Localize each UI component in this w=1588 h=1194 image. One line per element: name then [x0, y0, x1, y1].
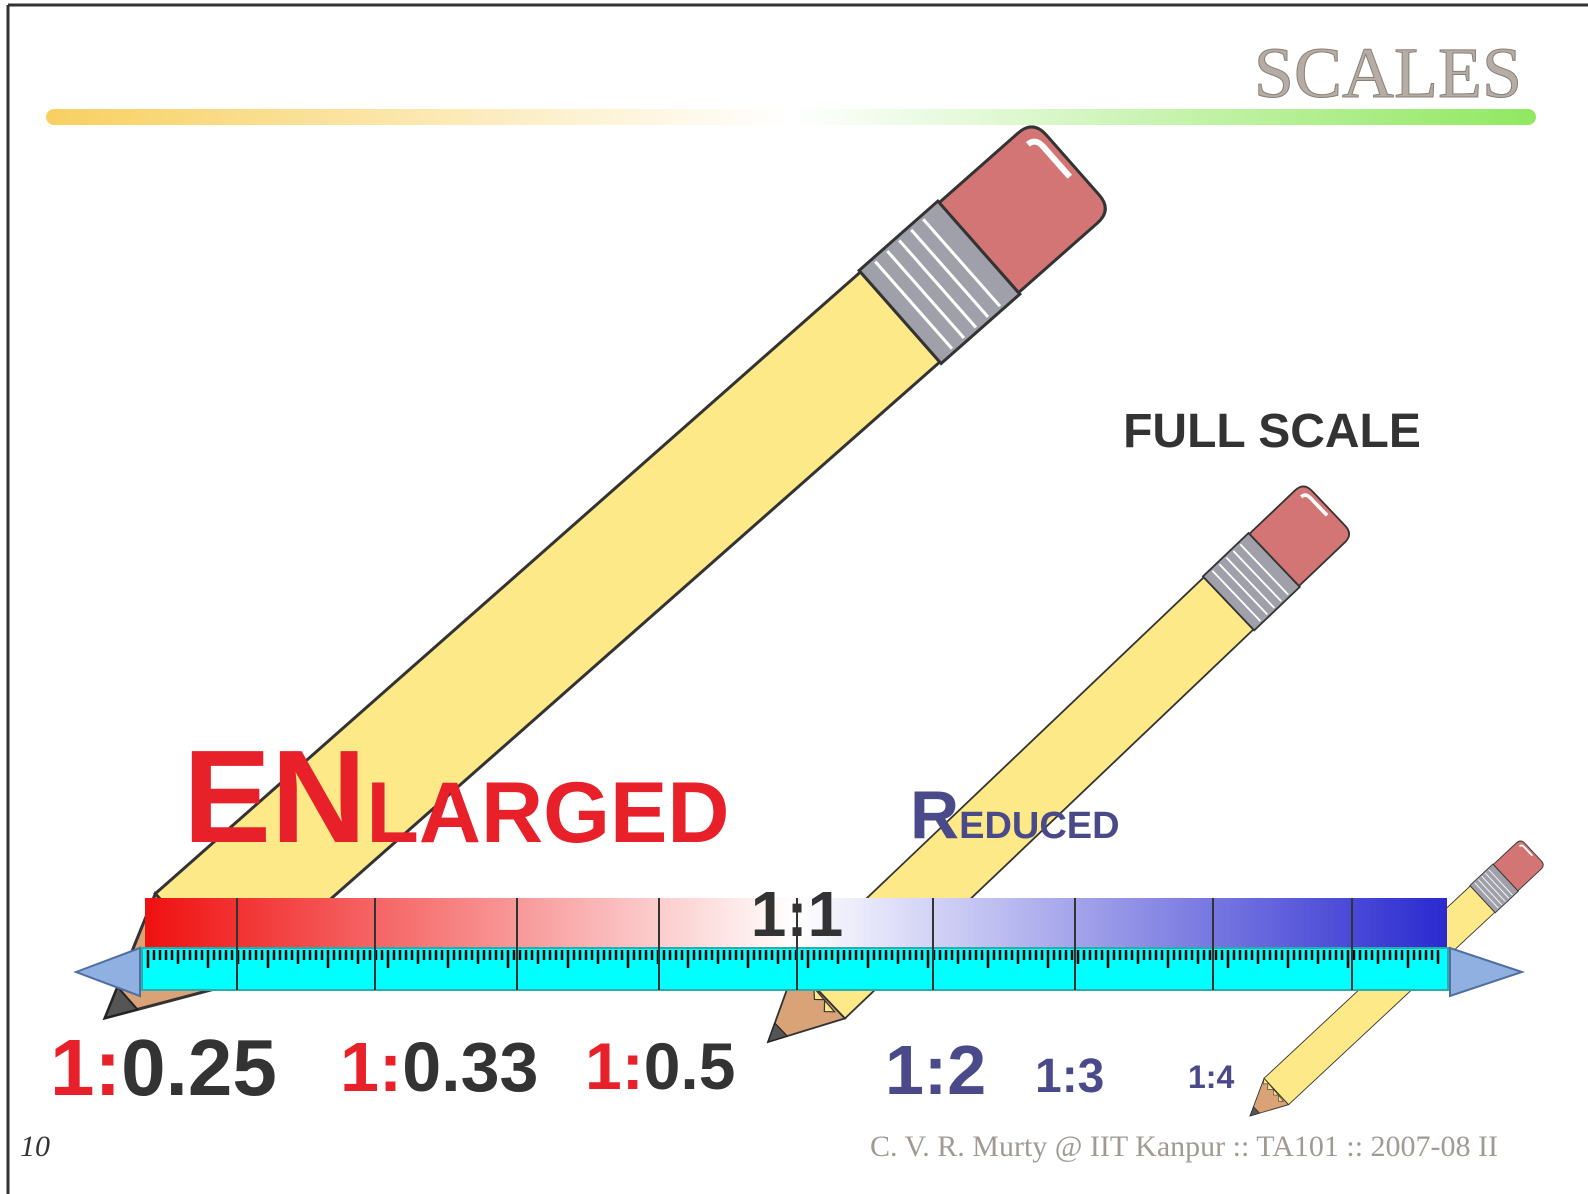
reduced-big: R — [910, 777, 959, 853]
page-number: 10 — [20, 1130, 50, 1163]
ratio-value: 0.25 — [121, 1023, 277, 1112]
ratio-prefix: 1: — [585, 1029, 644, 1103]
enlarged-ratio: 1:0.33 — [340, 1028, 539, 1106]
enlarged-small: LARGED — [366, 765, 729, 861]
reduced-small: EDUCED — [959, 805, 1119, 847]
enlarged-label: ENLARGED — [183, 723, 729, 870]
full-scale-label: FULL SCALE — [1123, 405, 1421, 458]
double-arrow — [73, 946, 1526, 998]
ratio-value: 0.5 — [644, 1029, 736, 1103]
ruler — [141, 947, 1449, 991]
scale-dividers — [236, 898, 1353, 990]
title-rule — [46, 109, 1536, 125]
ratio-prefix: 1: — [340, 1028, 402, 1106]
ratio-prefix: 1: — [50, 1023, 121, 1112]
enlarged-big: EN — [183, 723, 366, 870]
ruler-ticks — [146, 950, 1440, 968]
ratio-value: 0.33 — [402, 1028, 538, 1106]
reduced-ratio: 1:2 — [885, 1031, 986, 1109]
reduced-ratio: 1:3 — [1035, 1050, 1104, 1103]
slide-title: SCALES — [1254, 33, 1522, 113]
enlarged-ratio: 1:0.25 — [50, 1023, 277, 1112]
reduced-ratio: 1:4 — [1188, 1059, 1234, 1095]
reduced-label: REDUCED — [910, 777, 1120, 853]
footer-credit: C. V. R. Murty @ IIT Kanpur :: TA101 :: … — [870, 1130, 1498, 1163]
full-scale-ratio: 1:1 — [751, 878, 844, 950]
enlarged-ratio: 1:0.5 — [585, 1029, 735, 1103]
